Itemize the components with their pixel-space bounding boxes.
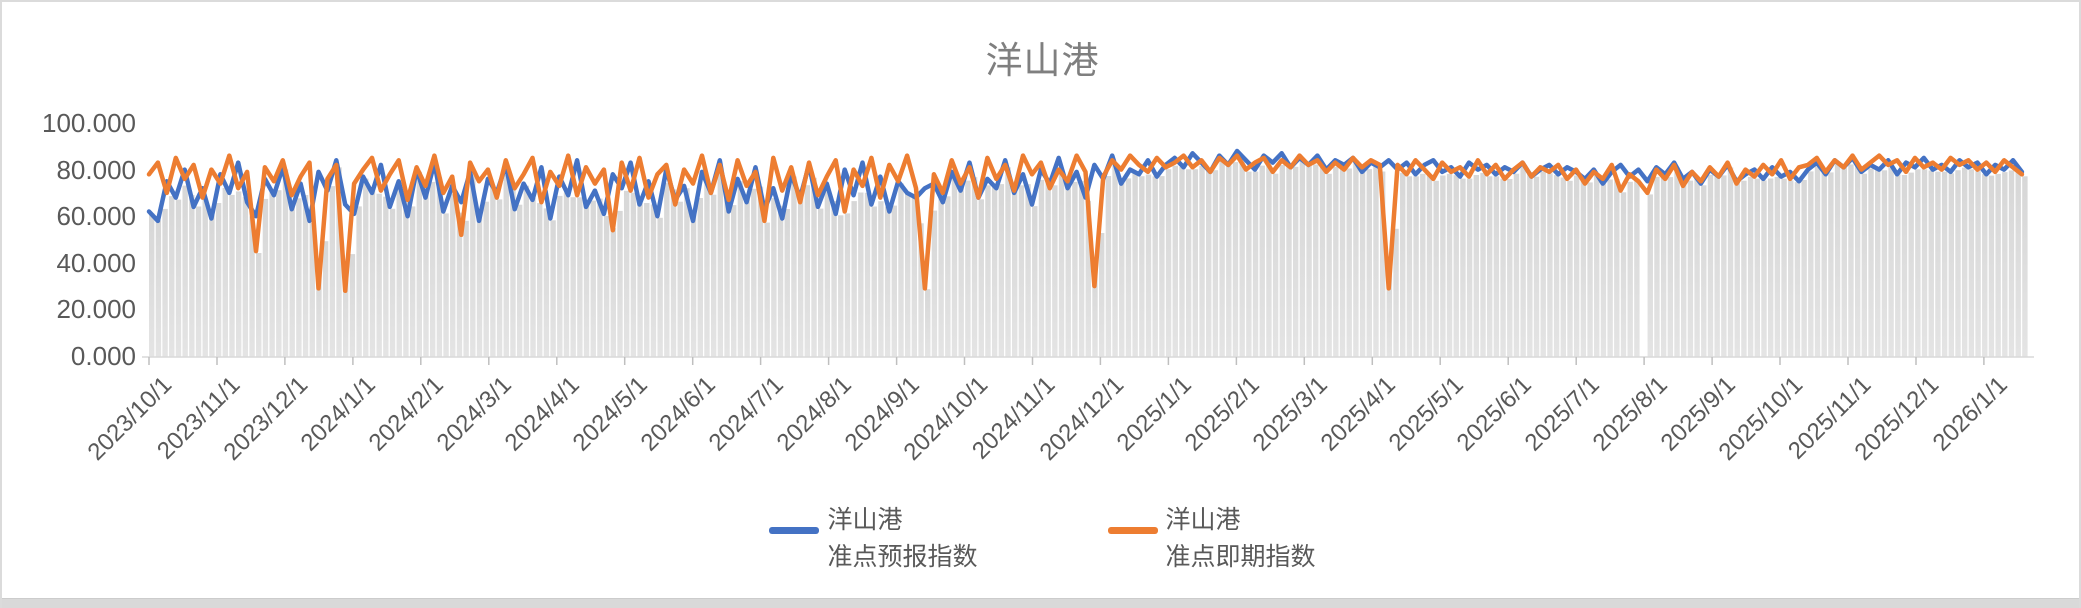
spot-index-line <box>146 153 2025 294</box>
legend-label-line2: 准点即期指数 <box>1165 543 1316 571</box>
y-tick-label: 40.000 <box>56 247 136 278</box>
y-tick-label: 0.000 <box>70 341 136 371</box>
y-tick-label: 100.000 <box>42 108 136 138</box>
spot-series-label: 洋山港 准点即期指数 <box>1166 502 1316 576</box>
legend: 洋山港 准点预报指数 洋山港 准点即期指数 <box>2 502 2079 576</box>
y-tick-label: 20.000 <box>56 294 136 325</box>
y-tick-label: 60.000 <box>56 201 136 232</box>
legend-label-line1: 洋山港 <box>1165 506 1241 534</box>
chart-title: 洋山港 <box>985 40 1100 81</box>
window-bottom-edge <box>2 598 2079 608</box>
legend-item-spot-index: 洋山港 准点即期指数 <box>1107 502 1316 576</box>
legend-item-forecast-index: 洋山港 准点预报指数 <box>769 502 978 576</box>
x-axis-ticks <box>148 357 1985 365</box>
legend-label-line1: 洋山港 <box>827 506 903 534</box>
spot-series-swatch-icon <box>1107 527 1158 534</box>
background-bars <box>149 160 2028 357</box>
forecast-series-swatch-icon <box>769 527 820 534</box>
y-tick-label: 80.000 <box>56 154 136 185</box>
legend-label-line2: 准点预报指数 <box>827 543 978 571</box>
forecast-series-label: 洋山港 准点预报指数 <box>827 502 977 576</box>
